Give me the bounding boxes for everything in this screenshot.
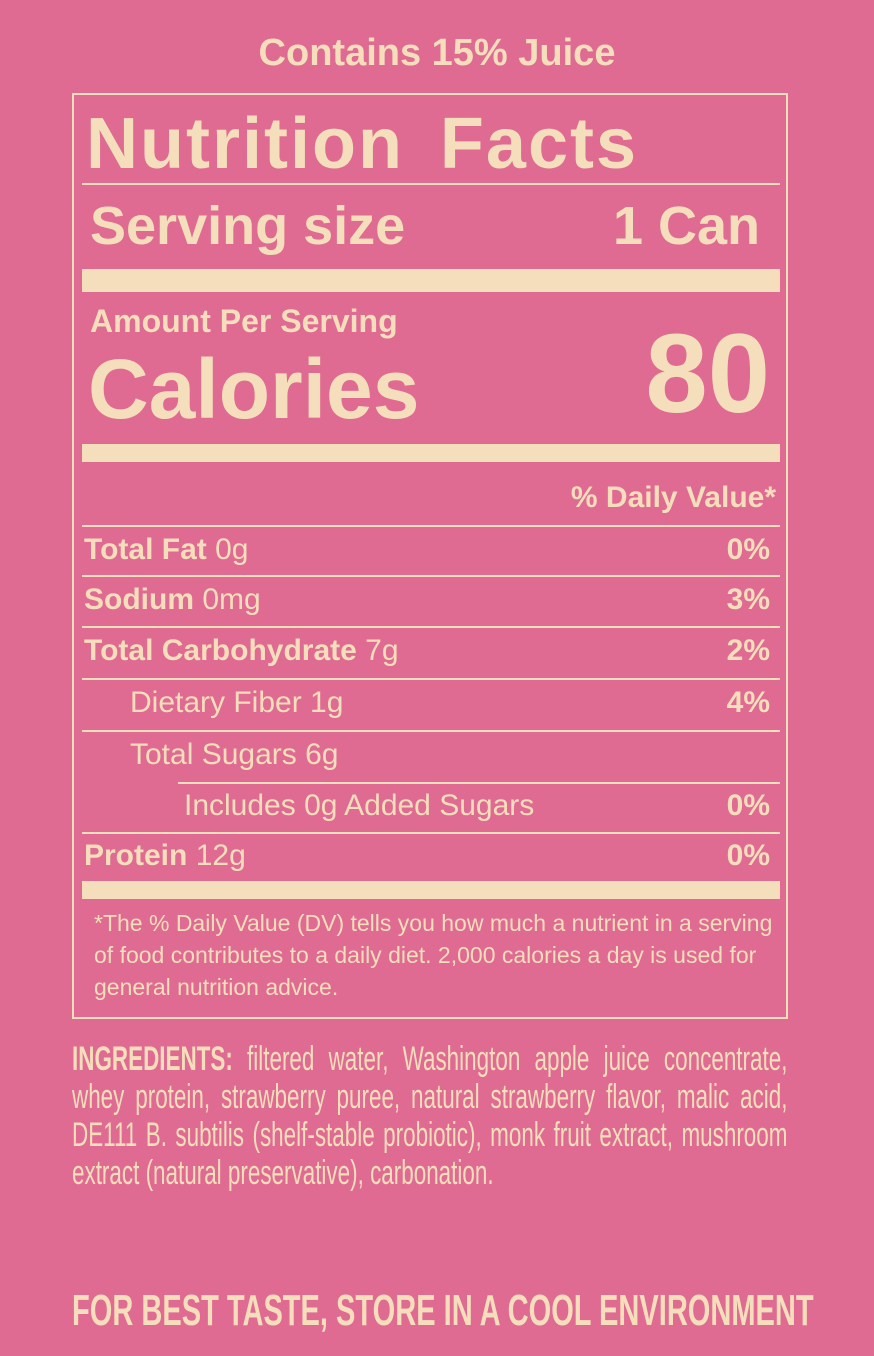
nutrient-dv: 0% (726, 839, 770, 872)
nutrient-name: Total Carbohydrate (84, 634, 357, 667)
nutrient-name: Protein (84, 839, 188, 872)
nutrient-name: Sodium (84, 583, 194, 616)
panel-title: Nutrition Facts (86, 104, 639, 184)
nutrient-dv: 0% (726, 789, 770, 822)
divider (178, 782, 780, 784)
thick-divider (82, 444, 780, 462)
nutrient-dv: 4% (726, 686, 770, 719)
divider (82, 183, 780, 185)
juice-content: Contains 15% Juice (258, 32, 616, 74)
nutrient-row: Total Sugars 6g (130, 738, 770, 772)
nutrient-dv: 3% (726, 583, 770, 616)
nutrient-amount: 12g (195, 839, 246, 872)
calories-value: 80 (645, 311, 770, 436)
daily-value-header: % Daily Value* (570, 481, 776, 514)
nutrition-facts-panel: Nutrition Facts Serving size 1 Can Amoun… (72, 93, 788, 1019)
nutrient-row: Sodium 0mg 3% (84, 583, 770, 617)
nutrient-row: Total Carbohydrate 7g 2% (84, 634, 770, 668)
nutrient-name: Total Fat (84, 533, 207, 566)
nutrient-amount: 0g (215, 533, 249, 566)
ingredients-label: INGREDIENTS: (72, 1040, 233, 1078)
nutrient-row: Total Fat 0g 0% (84, 533, 770, 567)
amount-per-serving: Amount Per Serving (90, 303, 398, 339)
ingredients-text: filtered water, Washington apple juice c… (72, 1040, 788, 1192)
nutrient-row: Includes 0g Added Sugars 0% (184, 789, 770, 823)
divider (82, 678, 780, 680)
ingredients: INGREDIENTS: filtered water, Washington … (72, 1040, 787, 1192)
serving-size-value: 1 Can (612, 196, 760, 256)
divider (82, 525, 780, 527)
thick-divider (82, 881, 780, 899)
calories-label: Calories (88, 342, 420, 436)
nutrient-name: Dietary Fiber 1g (130, 686, 344, 719)
nutrient-dv: 2% (726, 634, 770, 667)
daily-value-footnote: *The % Daily Value (DV) tells you how mu… (94, 910, 773, 1000)
nutrient-amount: 7g (365, 634, 399, 667)
nutrient-name: Includes 0g Added Sugars (184, 789, 535, 822)
thick-divider (82, 269, 780, 292)
nutrient-amount: 0mg (202, 583, 261, 616)
nutrient-dv: 0% (726, 533, 770, 566)
divider (82, 832, 780, 834)
storage-instructions: FOR BEST TASTE, STORE IN A COOL ENVIRONM… (72, 1286, 814, 1335)
divider (82, 575, 780, 577)
divider (82, 730, 780, 732)
nutrient-row: Protein 12g 0% (84, 839, 770, 873)
divider (82, 626, 780, 628)
serving-size-label: Serving size (90, 196, 406, 256)
nutrient-name: Total Sugars 6g (130, 738, 339, 771)
nutrient-row: Dietary Fiber 1g 4% (130, 686, 770, 720)
